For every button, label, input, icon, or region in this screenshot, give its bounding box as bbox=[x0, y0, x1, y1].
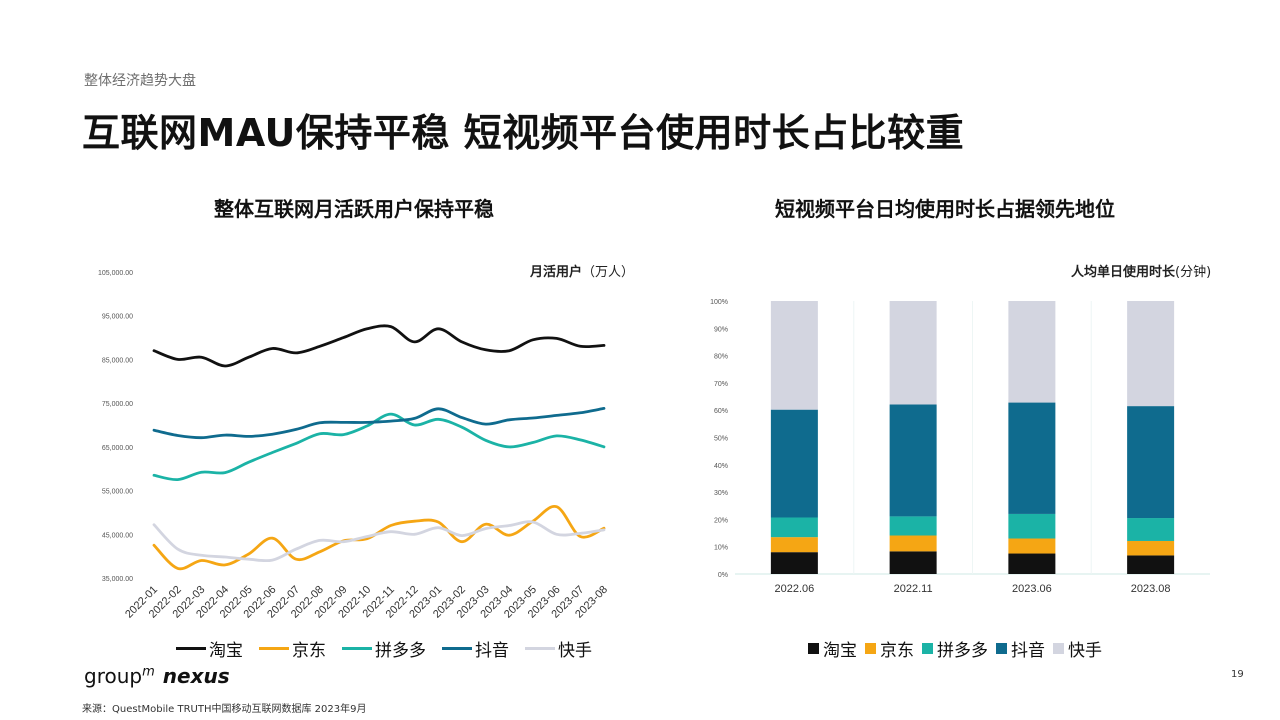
legend-swatch bbox=[176, 647, 206, 650]
legend-label: 京东 bbox=[880, 641, 914, 661]
bar-chart-unit-label: 人均单日使用时长(分钟) bbox=[1071, 261, 1211, 280]
bar-segment bbox=[1008, 301, 1056, 403]
bar-chart-unit-suffix: (分钟) bbox=[1175, 265, 1212, 280]
legend-item: 拼多多 bbox=[342, 636, 426, 661]
y-tick-label: 0% bbox=[718, 572, 728, 579]
bar-segment bbox=[889, 301, 937, 405]
legend-label: 京东 bbox=[292, 641, 326, 661]
line-chart-title: 整体互联网月活跃用户保持平稳 bbox=[214, 197, 494, 221]
y-tick-label: 50% bbox=[714, 436, 728, 443]
bar-segment bbox=[770, 537, 818, 553]
y-tick-label: 90% bbox=[714, 326, 728, 333]
legend-label: 淘宝 bbox=[209, 641, 243, 661]
line-chart-unit-label: 月活用户（万人） bbox=[530, 261, 634, 280]
series-line bbox=[152, 324, 606, 368]
legend-item: 淘宝 bbox=[808, 636, 857, 661]
bar-segment bbox=[1127, 555, 1175, 574]
line-chart-unit-bold: 月活用户 bbox=[530, 265, 583, 280]
legend-item: 京东 bbox=[865, 636, 914, 661]
y-tick-label: 10% bbox=[714, 545, 728, 552]
bar-segment bbox=[889, 535, 937, 552]
legend-label: 拼多多 bbox=[375, 641, 426, 661]
legend-item: 京东 bbox=[259, 636, 326, 661]
series-line bbox=[152, 412, 606, 482]
y-tick-label: 85,000.00 bbox=[102, 357, 133, 364]
section-label: 整体经济趋势大盘 bbox=[84, 73, 196, 89]
x-tick-label: 2023.06 bbox=[1012, 583, 1052, 595]
legend-swatch bbox=[996, 643, 1007, 654]
legend-label: 抖音 bbox=[1011, 641, 1045, 661]
bar-segment bbox=[1127, 540, 1175, 556]
y-tick-label: 65,000.00 bbox=[102, 445, 133, 452]
legend-swatch bbox=[808, 643, 819, 654]
logo-nexus-text: nexus bbox=[162, 664, 230, 688]
legend-swatch bbox=[1053, 643, 1064, 654]
y-tick-label: 20% bbox=[714, 517, 728, 524]
legend-item: 拼多多 bbox=[922, 636, 988, 661]
legend-item: 快手 bbox=[525, 636, 592, 661]
legend-item: 快手 bbox=[1053, 636, 1102, 661]
y-tick-label: 60% bbox=[714, 408, 728, 415]
y-tick-label: 70% bbox=[714, 381, 728, 388]
legend-item: 淘宝 bbox=[176, 636, 243, 661]
legend-swatch bbox=[865, 643, 876, 654]
bar-segment bbox=[770, 301, 818, 410]
y-tick-label: 55,000.00 bbox=[102, 489, 133, 496]
y-tick-label: 35,000.00 bbox=[102, 576, 133, 583]
groupm-nexus-logo: groupm nexus bbox=[84, 664, 230, 688]
page-title: 互联网MAU保持平稳 短视频平台使用时长占比较重 bbox=[82, 111, 965, 155]
logo-m-text: m bbox=[142, 664, 155, 680]
line-chart-legend: 淘宝 京东 拼多多 抖音 快手 bbox=[176, 636, 592, 661]
logo-group-text: group bbox=[84, 664, 143, 688]
y-tick-label: 30% bbox=[714, 490, 728, 497]
x-tick-label: 2022.11 bbox=[894, 583, 933, 595]
bar-segment bbox=[889, 516, 937, 536]
legend-item: 抖音 bbox=[996, 636, 1045, 661]
bar-segment bbox=[770, 517, 818, 538]
bar-segment bbox=[770, 409, 818, 518]
x-tick-label: 2023.08 bbox=[1131, 583, 1171, 595]
series-line bbox=[152, 520, 606, 563]
bar-segment bbox=[1008, 402, 1056, 514]
x-tick-label: 2022.06 bbox=[774, 583, 814, 595]
legend-label: 拼多多 bbox=[937, 641, 988, 661]
legend-swatch bbox=[525, 647, 555, 650]
source-note: 来源：QuestMobile TRUTH中国移动互联网数据库 2023年9月 bbox=[82, 704, 367, 715]
bar-segment bbox=[889, 551, 937, 574]
bar-segment bbox=[1127, 406, 1175, 519]
y-tick-label: 75,000.00 bbox=[102, 401, 133, 408]
bar-chart-unit-bold: 人均单日使用时长 bbox=[1071, 265, 1176, 280]
bar-segment bbox=[1127, 518, 1175, 541]
legend-item: 抖音 bbox=[442, 636, 509, 661]
y-tick-label: 45,000.00 bbox=[102, 532, 133, 539]
legend-swatch bbox=[342, 647, 372, 650]
series-line bbox=[152, 407, 606, 440]
bar-segment bbox=[1008, 553, 1056, 574]
bar-segment bbox=[889, 404, 937, 517]
legend-label: 快手 bbox=[1068, 641, 1102, 661]
bar-segment bbox=[1008, 538, 1056, 554]
bar-segment bbox=[1127, 301, 1175, 407]
bar-segment bbox=[1008, 513, 1056, 539]
legend-label: 抖音 bbox=[475, 641, 509, 661]
legend-label: 快手 bbox=[558, 641, 592, 661]
y-tick-label: 80% bbox=[714, 354, 728, 361]
y-tick-label: 105,000.00 bbox=[98, 270, 133, 277]
y-tick-label: 100% bbox=[710, 299, 728, 306]
bar-chart-legend: 淘宝 京东 拼多多 抖音 快手 bbox=[808, 636, 1110, 661]
bar-segment bbox=[770, 552, 818, 574]
page-number: 19 bbox=[1231, 669, 1244, 680]
legend-label: 淘宝 bbox=[823, 641, 857, 661]
legend-swatch bbox=[442, 647, 472, 650]
legend-swatch bbox=[259, 647, 289, 650]
y-tick-label: 40% bbox=[714, 463, 728, 470]
bar-chart-title: 短视频平台日均使用时长占据领先地位 bbox=[775, 197, 1115, 221]
line-chart-unit-suffix: （万人） bbox=[582, 265, 635, 280]
y-tick-label: 95,000.00 bbox=[102, 314, 133, 321]
legend-swatch bbox=[922, 643, 933, 654]
